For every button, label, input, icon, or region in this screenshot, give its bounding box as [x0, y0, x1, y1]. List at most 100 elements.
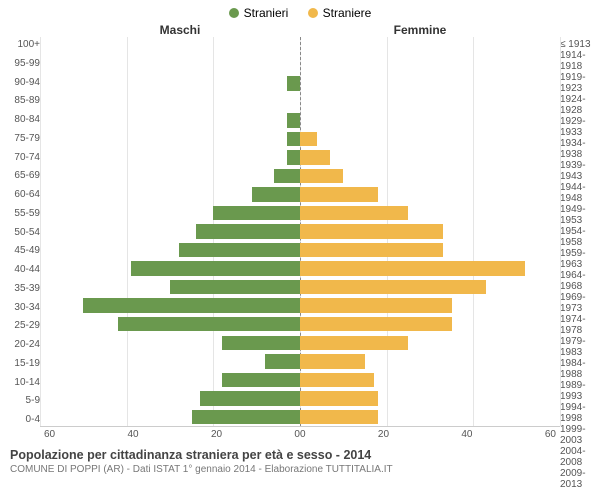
birth-label: 2009-2013 [560, 468, 596, 490]
bar-row [40, 315, 560, 334]
birth-label: 1999-2003 [560, 424, 596, 446]
chart-title: Popolazione per cittadinanza straniera p… [10, 448, 590, 462]
bar-male [274, 169, 300, 183]
age-label: 0-4 [4, 414, 40, 425]
birth-label: 1969-1973 [560, 292, 596, 314]
chart: Fasce di età Anni di nascita 100+95-9990… [0, 37, 600, 427]
age-label: 90-94 [4, 77, 40, 88]
bar-male [252, 187, 300, 201]
legend-female-label: Straniere [323, 6, 372, 20]
legend-male: Stranieri [229, 6, 289, 20]
age-label: 5-9 [4, 395, 40, 406]
birth-label: 1964-1968 [560, 270, 596, 292]
bar-male [192, 410, 300, 424]
birth-label: 2004-2008 [560, 446, 596, 468]
birth-label: ≤ 1913 [560, 39, 596, 50]
birth-label: 1919-1923 [560, 72, 596, 94]
bar-male [287, 132, 300, 146]
age-label: 40-44 [4, 264, 40, 275]
chart-subtitle: COMUNE DI POPPI (AR) - Dati ISTAT 1° gen… [10, 464, 590, 475]
x-tick: 40 [127, 429, 138, 440]
bar-row [40, 111, 560, 130]
column-headers: Maschi Femmine [0, 23, 600, 37]
bar-row [40, 241, 560, 260]
age-label: 70-74 [4, 152, 40, 163]
age-label: 95-99 [4, 58, 40, 69]
birth-label: 1944-1948 [560, 182, 596, 204]
bar-female [300, 280, 486, 294]
bar-female [300, 336, 408, 350]
bar-row [40, 259, 560, 278]
x-tick: 60 [44, 429, 55, 440]
bar-female [300, 169, 343, 183]
footer: Popolazione per cittadinanza straniera p… [0, 440, 600, 475]
bar-male [196, 224, 300, 238]
bar-row [40, 167, 560, 186]
bar-male [265, 354, 300, 368]
legend-male-swatch [229, 8, 239, 18]
legend-female-swatch [308, 8, 318, 18]
legend-male-label: Stranieri [244, 6, 289, 20]
age-label: 35-39 [4, 283, 40, 294]
bar-female [300, 391, 378, 405]
birth-label: 1924-1928 [560, 94, 596, 116]
header-male: Maschi [0, 23, 300, 37]
bar-female [300, 354, 365, 368]
bar-male [287, 76, 300, 90]
x-ticks-left: 6040200 [44, 429, 300, 440]
x-ticks: 6040200 0204060 [44, 429, 556, 440]
x-tick: 0 [300, 429, 306, 440]
bar-male [287, 113, 300, 127]
bar-female [300, 224, 443, 238]
bar-row [40, 334, 560, 353]
birth-label: 1929-1933 [560, 116, 596, 138]
birth-label: 1939-1943 [560, 160, 596, 182]
bar-row [40, 74, 560, 93]
age-label: 30-34 [4, 302, 40, 313]
birth-label: 1989-1993 [560, 380, 596, 402]
bar-row [40, 56, 560, 75]
bar-male [213, 206, 300, 220]
bar-male [179, 243, 300, 257]
age-label: 15-19 [4, 358, 40, 369]
y-axis-title-left: Fasce di età [0, 144, 2, 207]
legend: Stranieri Straniere [0, 0, 600, 23]
bar-female [300, 317, 452, 331]
birth-label: 1994-1998 [560, 402, 596, 424]
header-female: Femmine [300, 23, 600, 37]
age-label: 80-84 [4, 114, 40, 125]
y-labels-birth: ≤ 19131914-19181919-19231924-19281929-19… [560, 37, 596, 427]
bar-female [300, 298, 452, 312]
bar-female [300, 206, 408, 220]
bar-row [40, 37, 560, 56]
age-label: 45-49 [4, 245, 40, 256]
bar-row [40, 389, 560, 408]
age-label: 75-79 [4, 133, 40, 144]
bar-male [222, 373, 300, 387]
bar-row [40, 130, 560, 149]
bar-female [300, 243, 443, 257]
bar-male [170, 280, 300, 294]
birth-label: 1974-1978 [560, 314, 596, 336]
birth-label: 1914-1918 [560, 50, 596, 72]
age-label: 65-69 [4, 170, 40, 181]
birth-label: 1949-1953 [560, 204, 596, 226]
age-label: 20-24 [4, 339, 40, 350]
birth-label: 1959-1963 [560, 248, 596, 270]
birth-label: 1979-1983 [560, 336, 596, 358]
age-label: 85-89 [4, 95, 40, 106]
bar-male [131, 261, 300, 275]
x-ticks-right: 0204060 [300, 429, 556, 440]
legend-female: Straniere [308, 6, 372, 20]
bar-female [300, 187, 378, 201]
bar-row [40, 185, 560, 204]
bar-female [300, 410, 378, 424]
bar-row [40, 204, 560, 223]
x-tick: 20 [378, 429, 389, 440]
bar-row [40, 296, 560, 315]
bar-male [118, 317, 300, 331]
bar-male [287, 150, 300, 164]
age-label: 10-14 [4, 377, 40, 388]
bar-row [40, 93, 560, 112]
bar-row [40, 278, 560, 297]
